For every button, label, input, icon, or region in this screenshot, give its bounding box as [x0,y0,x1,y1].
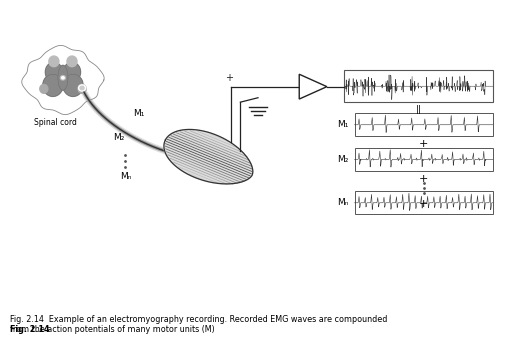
Bar [354,191,493,214]
Circle shape [80,86,84,90]
Bar [354,148,493,171]
Text: ||: || [416,105,422,114]
Text: M₁: M₁ [337,120,348,129]
Polygon shape [63,74,83,96]
Circle shape [78,85,86,91]
Text: +: + [419,139,428,149]
Polygon shape [58,66,68,90]
Bar [354,113,493,136]
Text: +: + [419,199,428,209]
Polygon shape [164,129,253,184]
Polygon shape [49,56,59,67]
Polygon shape [22,45,104,115]
Text: M₂: M₂ [337,155,348,164]
Polygon shape [40,84,48,93]
Circle shape [62,77,64,79]
Text: +: + [419,174,428,184]
Polygon shape [43,74,63,96]
Text: Spinal cord: Spinal cord [34,118,77,127]
Text: Mₙ: Mₙ [120,172,131,181]
Text: Fig. 2.14: Fig. 2.14 [10,326,50,334]
Polygon shape [67,56,77,67]
Bar [345,70,493,102]
Text: Mₙ: Mₙ [337,198,348,207]
Text: M₁: M₁ [133,109,145,118]
Text: +: + [225,73,233,83]
Circle shape [61,75,66,80]
Text: M₂: M₂ [113,133,125,142]
Polygon shape [78,84,86,93]
Polygon shape [64,62,81,82]
Polygon shape [45,62,63,82]
Text: Fig. 2.14  Example of an electromyography recording. Recorded EMG waves are comp: Fig. 2.14 Example of an electromyography… [10,315,388,334]
Polygon shape [299,74,327,99]
